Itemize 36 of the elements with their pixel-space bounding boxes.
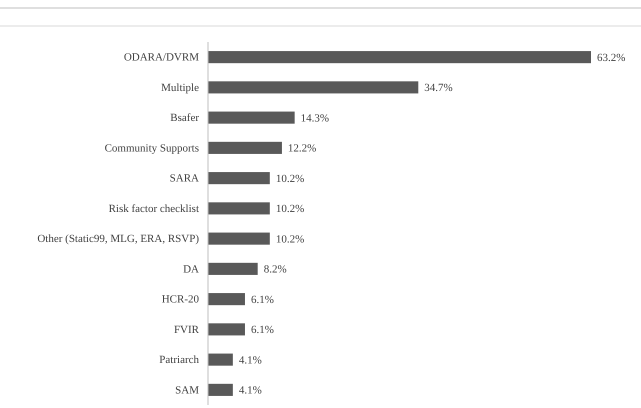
y-tick-label: DA bbox=[183, 263, 200, 276]
y-tick-label: Risk factor checklist bbox=[108, 202, 199, 215]
bar bbox=[208, 112, 295, 124]
data-label: 10.2% bbox=[276, 233, 304, 246]
y-tick-label: HCR-20 bbox=[162, 294, 200, 306]
y-tick-label: Community Supports bbox=[104, 142, 199, 154]
data-label: 14.3% bbox=[300, 112, 330, 124]
data-label: 8.2% bbox=[264, 264, 287, 276]
y-tick-label: Multiple bbox=[161, 82, 200, 94]
data-label: 34.7% bbox=[424, 82, 453, 94]
bar bbox=[208, 293, 245, 306]
data-label: 63.2% bbox=[597, 52, 626, 64]
bar bbox=[208, 202, 270, 214]
bar bbox=[208, 172, 270, 184]
bar bbox=[208, 323, 245, 336]
y-tick-label: FVIR bbox=[174, 324, 200, 336]
data-label: 12.2% bbox=[288, 142, 316, 155]
data-label: 6.1% bbox=[250, 294, 274, 306]
bar bbox=[208, 51, 591, 64]
y-tick-label: SARA bbox=[170, 172, 200, 185]
bar bbox=[208, 142, 282, 154]
data-label: 6.1% bbox=[250, 324, 274, 336]
bar bbox=[208, 354, 233, 366]
data-label: 10.2% bbox=[276, 203, 304, 216]
y-tick-label: SAM bbox=[175, 384, 200, 396]
bar bbox=[208, 384, 233, 396]
y-tick-label: ODARA/DVRM bbox=[124, 52, 200, 64]
data-label: 4.1% bbox=[238, 354, 262, 366]
bar bbox=[208, 262, 258, 275]
y-tick-label: Patriarch bbox=[159, 354, 200, 366]
data-label: 4.1% bbox=[238, 384, 262, 397]
bar bbox=[208, 81, 418, 94]
data-label: 10.2% bbox=[276, 172, 304, 185]
y-tick-label: Bsafer bbox=[170, 112, 200, 124]
bar bbox=[208, 232, 270, 245]
y-tick-label: Other (Static99, MLG, ERA, RSVP) bbox=[37, 233, 200, 246]
